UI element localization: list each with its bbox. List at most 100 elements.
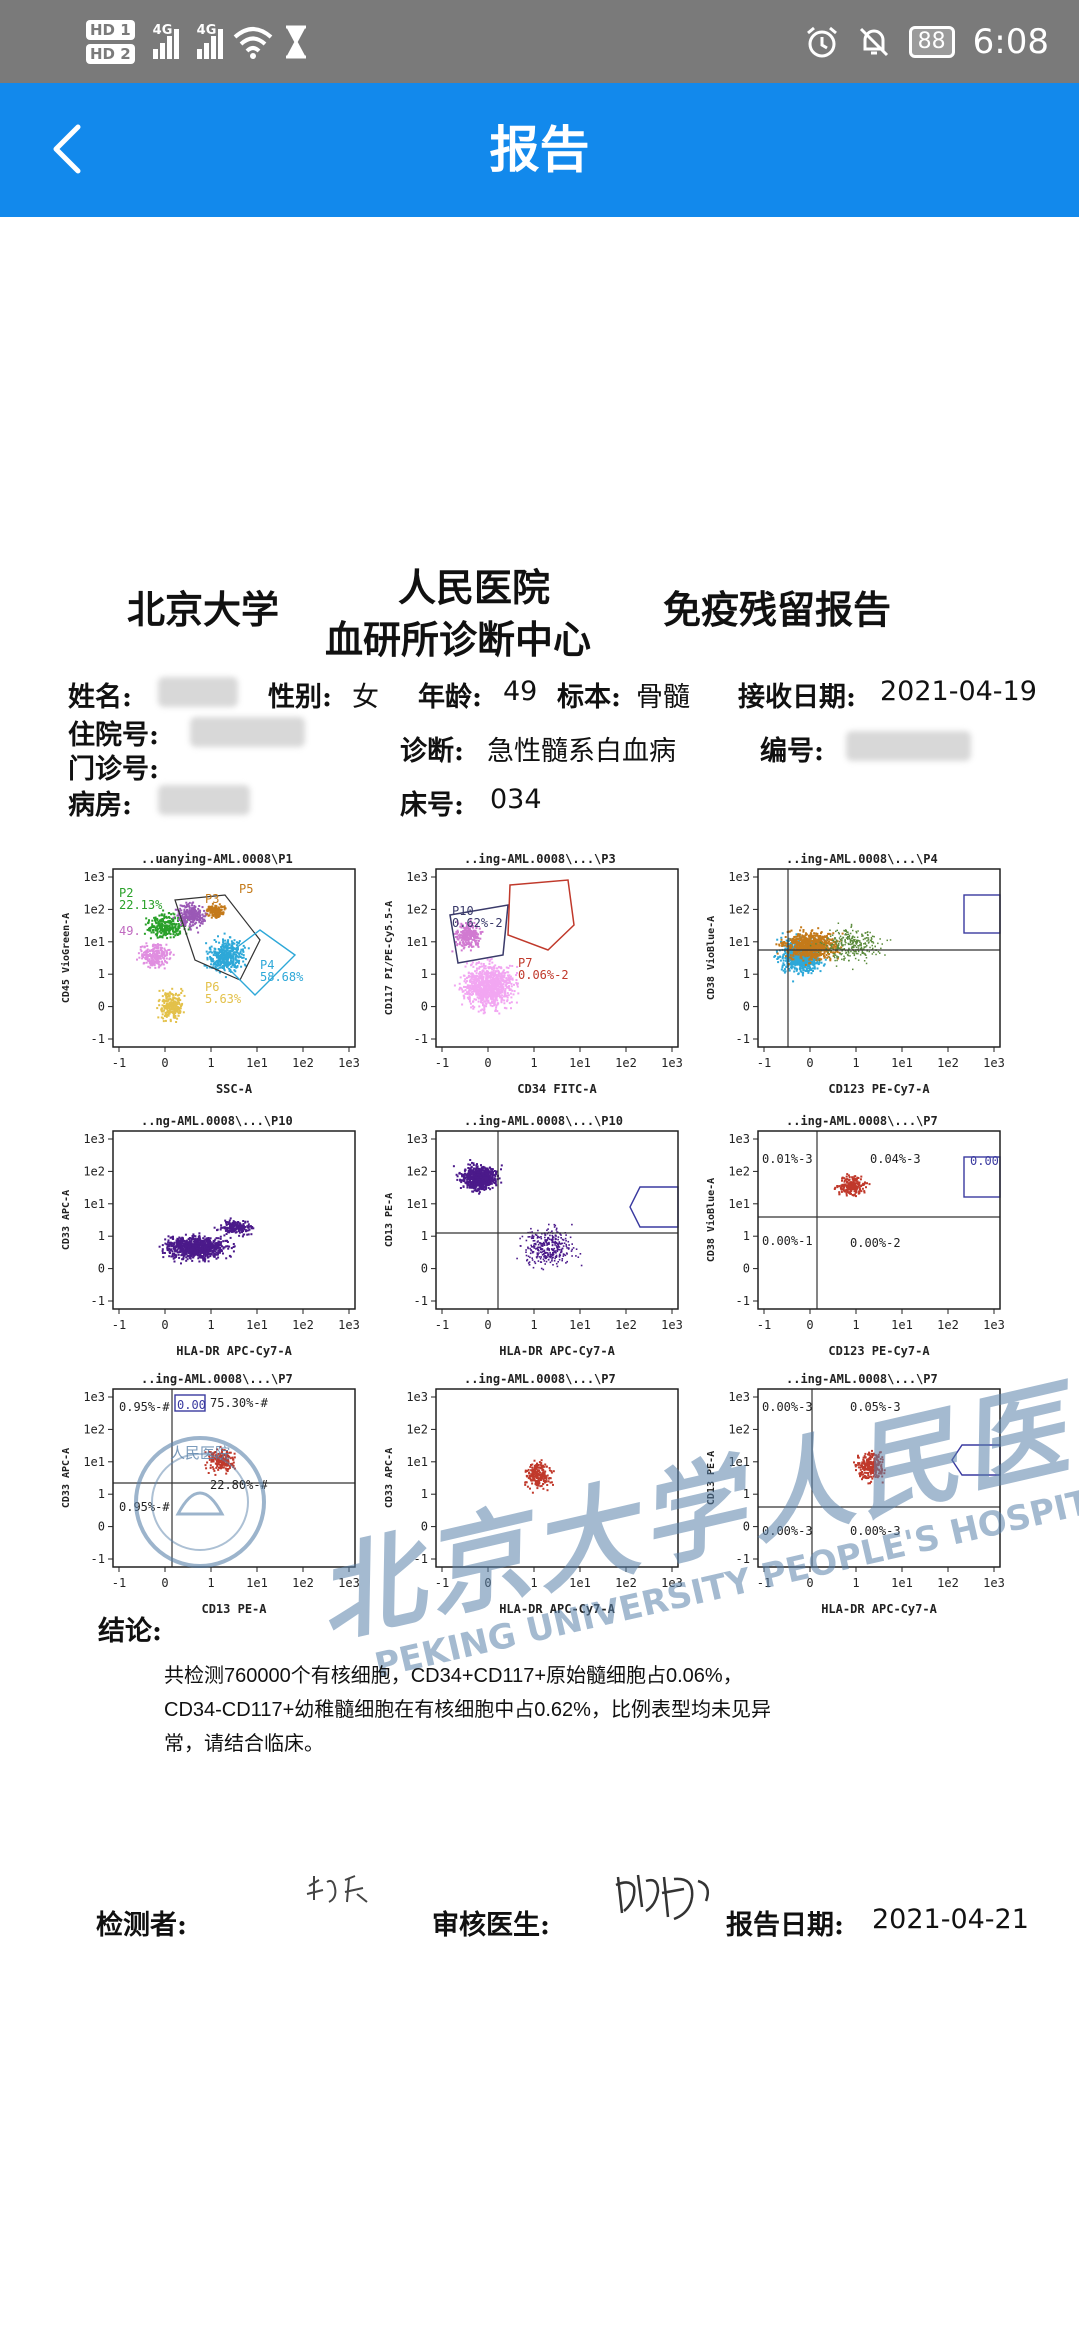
back-arrow-icon[interactable] bbox=[40, 119, 100, 179]
plot-y-label: CD33 APC-A bbox=[61, 1190, 72, 1250]
plot-x-label: CD34 FITC-A bbox=[517, 1082, 597, 1096]
y-tick-label: 0 bbox=[743, 1520, 750, 1534]
x-tick-label: -1 bbox=[112, 1576, 126, 1590]
y-tick-label: 0 bbox=[98, 1000, 105, 1014]
name-redacted bbox=[158, 677, 238, 707]
gate-label: 0.62%-2 bbox=[452, 916, 503, 930]
plot-y-label: CD33 APC-A bbox=[384, 1448, 395, 1508]
y-tick-label: 1e3 bbox=[406, 870, 428, 884]
plot-y-label: CD13 PE-A bbox=[706, 1451, 717, 1505]
plot-title: ..ing-AML.0008\...\P3 bbox=[464, 852, 616, 866]
specimen-value: 骨髓 bbox=[636, 682, 690, 713]
gate-outline bbox=[174, 894, 261, 981]
plot-y-label: CD13 PE-A bbox=[384, 1193, 395, 1247]
conclusion-line: 常，请结合临床。 bbox=[164, 1733, 324, 1755]
received-date-value: 2021-04-19 bbox=[880, 676, 1037, 707]
plot-frame bbox=[112, 1388, 356, 1568]
gate-label: P7 bbox=[518, 956, 532, 970]
y-tick-label: 1e2 bbox=[728, 1164, 750, 1178]
gate-label: 0.95%-# bbox=[119, 1400, 170, 1414]
gate-label: 75.30%-# bbox=[210, 1396, 269, 1410]
gate-label: 0.00%-3 bbox=[762, 1524, 813, 1538]
plot-title: ..ng-AML.0008\...\P10 bbox=[141, 1114, 293, 1128]
plot-frame bbox=[757, 1130, 1001, 1310]
x-tick-label: -1 bbox=[757, 1576, 771, 1590]
dot-cloud bbox=[453, 958, 520, 1015]
plot-title: ..ing-AML.0008\...\P7 bbox=[464, 1372, 616, 1386]
y-tick-label: 1e1 bbox=[406, 1197, 428, 1211]
x-tick-label: 0 bbox=[806, 1576, 813, 1590]
plot-x-label: CD123 PE-Cy7-A bbox=[828, 1344, 930, 1358]
y-tick-label: 1e2 bbox=[728, 902, 750, 916]
diagnosis-label: 诊断: bbox=[400, 736, 464, 767]
plot-frame bbox=[112, 1130, 356, 1310]
hospital-seal-icon bbox=[134, 1436, 266, 1568]
gate-label: 0.00 bbox=[970, 1154, 999, 1168]
y-tick-label: -1 bbox=[91, 1294, 105, 1308]
y-tick-label: 0 bbox=[98, 1262, 105, 1276]
gate-label: 5.63% bbox=[205, 992, 242, 1006]
y-tick-label: 1e3 bbox=[83, 870, 105, 884]
gate-outline bbox=[951, 1444, 1001, 1476]
x-tick-label: 1e3 bbox=[338, 1318, 360, 1332]
reviewer-label: 审核医生: bbox=[432, 1910, 550, 1941]
dot-cloud bbox=[172, 901, 209, 934]
battery-indicator: 88 bbox=[908, 26, 955, 58]
x-tick-label: -1 bbox=[112, 1056, 126, 1070]
plot-x-label: CD13 PE-A bbox=[201, 1602, 267, 1616]
x-tick-label: 1e3 bbox=[661, 1056, 683, 1070]
plot-y-label: CD38 VioBlue-A bbox=[705, 1178, 717, 1262]
y-tick-label: -1 bbox=[414, 1552, 428, 1566]
flow-plot-4: ..ng-AML.0008\...\P10 HLA-DR APC-Cy7-A CD3… bbox=[61, 1114, 360, 1358]
conclusion-line: CD34-CD117+幼稚髓细胞在有核细胞中占0.62%，比例表型均未见异 bbox=[164, 1699, 771, 1721]
y-tick-label: 1e2 bbox=[406, 1164, 428, 1178]
plot-frame bbox=[435, 1130, 679, 1310]
x-tick-label: 0 bbox=[484, 1056, 491, 1070]
y-tick-label: 0 bbox=[421, 1520, 428, 1534]
x-tick-label: 0 bbox=[161, 1576, 168, 1590]
hd1-badge: HD 1 bbox=[86, 20, 135, 40]
gate-label: 0.00 bbox=[177, 1398, 206, 1412]
y-tick-label: 0 bbox=[421, 1262, 428, 1276]
y-tick-label: 1e1 bbox=[83, 1455, 105, 1469]
dot-cloud bbox=[833, 1173, 871, 1198]
reviewer-signature bbox=[615, 1874, 709, 1921]
plot-title: ..ing-AML.0008\...\P7 bbox=[786, 1114, 938, 1128]
plot-frame bbox=[112, 868, 356, 1048]
x-tick-label: 0 bbox=[161, 1318, 168, 1332]
x-tick-label: 1 bbox=[207, 1056, 214, 1070]
conclusion-text: 共检测760000个有核细胞，CD34+CD117+原始髓细胞占0.06%， C… bbox=[164, 1659, 864, 1761]
y-tick-label: 1e2 bbox=[406, 1422, 428, 1436]
y-tick-label: 1e1 bbox=[728, 935, 750, 949]
plot-frame bbox=[435, 868, 679, 1048]
app-bar: 报告 bbox=[0, 83, 1079, 217]
tester-label: 检测者: bbox=[96, 1910, 187, 1941]
report-date-label: 报告日期: bbox=[726, 1910, 844, 1941]
x-tick-label: 1e2 bbox=[615, 1318, 637, 1332]
gate-outline bbox=[507, 879, 575, 951]
plot-x-label: HLA-DR APC-Cy7-A bbox=[499, 1344, 615, 1358]
dot-cloud bbox=[524, 1459, 555, 1494]
y-tick-label: 0 bbox=[743, 1000, 750, 1014]
received-date-label: 接收日期: bbox=[738, 682, 856, 713]
conclusion-label: 结论: bbox=[98, 1616, 162, 1647]
x-tick-label: 1e2 bbox=[937, 1318, 959, 1332]
report-document: 北京大学 人民医院 血研所诊断中心 免疫残留报告 姓名: 性别: 女 年龄: 4… bbox=[0, 217, 1079, 2340]
plot-x-label: HLA-DR APC-Cy7-A bbox=[499, 1602, 615, 1616]
hourglass-icon bbox=[285, 25, 306, 59]
gate-label: P5 bbox=[239, 882, 253, 896]
report-date-value: 2021-04-21 bbox=[872, 1904, 1029, 1935]
seal-text: 人民医院 bbox=[170, 1444, 231, 1462]
plot-frame bbox=[435, 1388, 679, 1568]
y-tick-label: 1 bbox=[743, 1487, 750, 1501]
y-tick-label: 1e3 bbox=[406, 1132, 428, 1146]
report-header-left: 北京大学 bbox=[127, 587, 280, 632]
x-tick-label: 0 bbox=[484, 1576, 491, 1590]
plot-title: ..uanying-AML.0008\P1 bbox=[141, 852, 293, 866]
y-tick-label: 1e2 bbox=[83, 902, 105, 916]
outpatient-label: 门诊号: bbox=[68, 754, 159, 785]
plot-x-label: CD123 PE-Cy7-A bbox=[828, 1082, 930, 1096]
gate-label: 0.00%-1 bbox=[762, 1234, 813, 1248]
gate-label: 0.06%-2 bbox=[518, 968, 569, 982]
status-bar: HD 1 HD 2 4G 4G 88 6:08 bbox=[0, 0, 1079, 83]
